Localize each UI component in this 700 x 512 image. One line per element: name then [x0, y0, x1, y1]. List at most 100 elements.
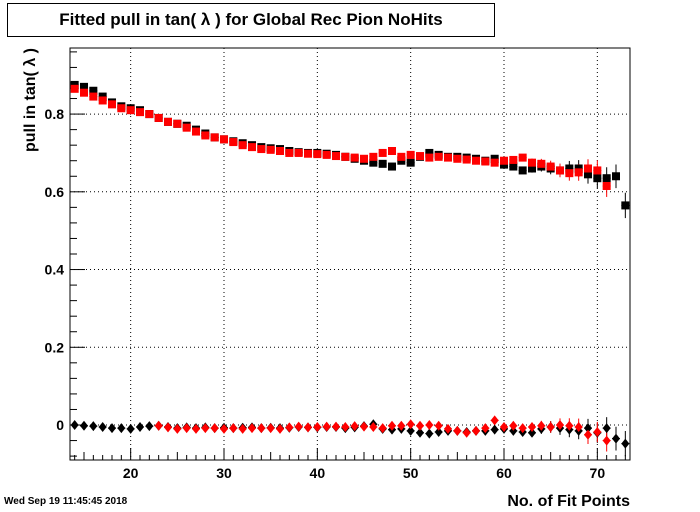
diamond-marker — [593, 427, 602, 438]
diamond-marker — [276, 423, 284, 434]
square-marker — [444, 153, 452, 162]
square-marker — [472, 156, 480, 165]
square-marker — [108, 100, 116, 109]
diamond-marker — [182, 423, 191, 434]
diamond-marker — [528, 421, 536, 432]
diamond-marker — [602, 435, 611, 446]
diamond-marker — [294, 421, 303, 432]
diamond-marker — [98, 421, 107, 432]
diamond-marker — [612, 433, 620, 444]
y-tick-label: 0.6 — [45, 184, 65, 200]
square-marker — [210, 133, 219, 142]
square-marker — [313, 150, 322, 159]
diamond-marker — [425, 428, 434, 439]
square-marker — [528, 158, 536, 167]
plot-frame — [69, 47, 631, 461]
diamond-marker — [509, 420, 518, 431]
x-axis-label: No. of Fit Points — [507, 493, 630, 510]
y-tick-label: 0 — [56, 417, 64, 433]
diamond-marker — [220, 423, 228, 434]
square-marker — [593, 166, 602, 175]
square-marker — [406, 158, 415, 167]
square-marker — [238, 141, 247, 150]
square-marker — [136, 108, 144, 117]
square-marker — [425, 153, 434, 162]
square-marker — [593, 174, 602, 183]
square-marker — [369, 158, 378, 167]
y-tick-label: 0.4 — [45, 262, 65, 278]
square-marker — [406, 150, 415, 159]
square-marker — [500, 156, 508, 165]
diamond-marker — [257, 423, 266, 434]
diamond-marker — [425, 420, 434, 431]
diamond-marker — [173, 423, 182, 434]
square-marker — [388, 147, 396, 155]
square-marker — [220, 135, 228, 144]
square-marker — [192, 127, 200, 136]
y-tick-label: 0.2 — [45, 339, 65, 355]
tick-labels: 20 30 40 50 60 70 0 0.2 0.4 0.6 0.8 — [45, 106, 606, 481]
diamond-marker — [332, 421, 340, 432]
square-marker — [350, 153, 359, 162]
diamond-marker — [602, 423, 611, 434]
square-marker — [182, 123, 191, 132]
square-marker — [70, 84, 79, 93]
square-marker — [602, 174, 611, 183]
diamond-marker — [89, 421, 98, 432]
square-marker — [341, 152, 350, 161]
x-tick-label: 40 — [310, 465, 326, 481]
diamond-marker — [481, 423, 490, 434]
diamond-marker — [341, 421, 350, 432]
diamond-marker — [108, 423, 116, 434]
square-marker — [378, 159, 387, 168]
square-marker — [556, 166, 564, 175]
diamond-marker — [565, 420, 574, 431]
diamond-marker — [145, 421, 154, 432]
square-marker — [266, 145, 275, 154]
square-marker — [276, 147, 284, 155]
diamond-marker — [126, 423, 135, 434]
square-marker — [89, 92, 98, 101]
diamond-marker — [584, 429, 592, 440]
square-marker — [322, 150, 331, 159]
square-marker — [89, 86, 98, 95]
square-marker — [154, 113, 163, 122]
diamond-marker — [434, 420, 443, 431]
square-marker — [481, 157, 490, 166]
data-markers — [70, 80, 630, 449]
diamond-marker — [406, 419, 415, 430]
square-marker — [173, 119, 182, 128]
square-marker — [304, 149, 312, 158]
diamond-marker — [444, 423, 452, 434]
diamond-marker — [350, 421, 359, 432]
diamond-marker — [537, 420, 546, 431]
square-marker — [145, 110, 154, 119]
square-marker — [509, 155, 518, 164]
diamond-marker — [322, 421, 331, 432]
diamond-marker — [472, 425, 480, 436]
diamond-marker — [378, 423, 387, 434]
diamond-marker — [546, 421, 555, 432]
square-marker — [388, 162, 396, 171]
diamond-marker — [210, 423, 219, 434]
diamond-marker — [164, 422, 172, 433]
square-marker — [117, 104, 126, 113]
diamond-marker — [360, 421, 368, 432]
axis-ticks — [70, 51, 626, 460]
diamond-marker — [388, 420, 396, 431]
square-marker — [201, 131, 210, 140]
square-marker — [490, 158, 499, 167]
diamond-marker — [584, 423, 592, 434]
diamond-marker — [229, 423, 238, 434]
diamond-marker — [80, 420, 88, 431]
diamond-marker — [136, 421, 144, 432]
diamond-marker — [313, 421, 322, 432]
square-marker — [518, 166, 527, 175]
diamond-marker — [462, 427, 471, 438]
square-marker — [565, 164, 574, 173]
diamond-marker — [192, 423, 200, 434]
square-marker — [164, 117, 172, 126]
diamond-marker — [490, 415, 499, 426]
diamond-marker — [518, 423, 527, 434]
